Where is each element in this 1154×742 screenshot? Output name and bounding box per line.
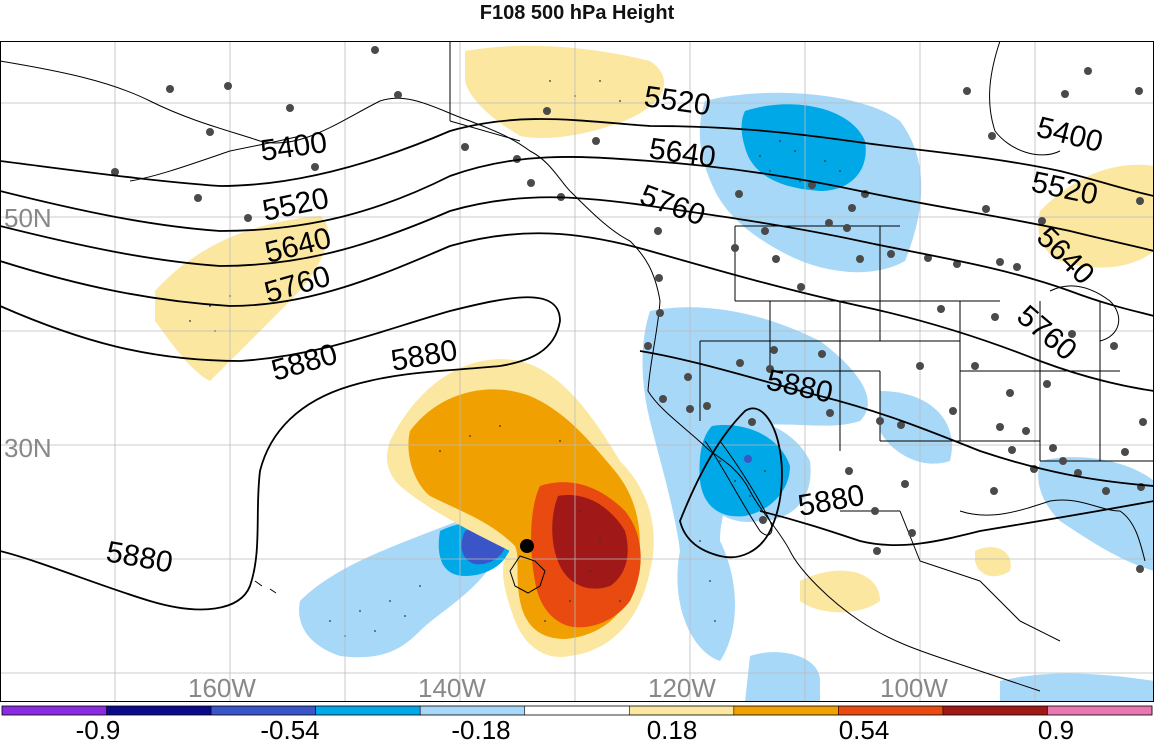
colorbar: -0.9 -0.54 -0.18 0.18 0.54 0.9 <box>1 705 1153 742</box>
colorbar-swatch <box>838 706 944 715</box>
colorbar-swatch <box>211 706 317 715</box>
colorbar-swatch <box>942 706 1048 715</box>
map-title: F108 500 hPa Height <box>479 2 675 24</box>
axis-labels: 50N 30N 160W 140W 120W 100W <box>4 203 948 702</box>
lat-label-50n: 50N <box>4 203 52 233</box>
colorbar-tick-label: 0.18 <box>647 715 698 742</box>
coastlines <box>0 41 1154 692</box>
station-dots <box>111 46 1147 573</box>
colorbar-tick-label: -0.9 <box>76 715 121 742</box>
significance-stippling <box>189 80 841 637</box>
colorbar-swatch <box>106 706 212 715</box>
colorbar-swatch <box>315 706 421 715</box>
height-contours <box>0 118 1154 611</box>
lon-label-140w: 140W <box>418 673 486 702</box>
colorbar-tick-label: -0.18 <box>451 715 510 742</box>
colorbar-swatch <box>1047 706 1153 715</box>
colorbar-frame <box>1 705 1153 716</box>
lon-label-100w: 100W <box>880 673 948 702</box>
colorbar-ticks: -0.9 -0.54 -0.18 0.18 0.54 0.9 <box>76 715 1074 742</box>
colorbar-swatch <box>524 706 630 715</box>
storm-center-marker <box>520 539 534 553</box>
height-map: 5400 5520 5640 5760 5880 5880 5880 5880 … <box>0 41 1154 702</box>
lat-label-30n: 30N <box>4 433 52 463</box>
colorbar-tick-label: 0.54 <box>839 715 890 742</box>
colorbar-swatch <box>420 706 526 715</box>
colorbar-swatch <box>629 706 735 715</box>
lon-label-120w: 120W <box>648 673 716 702</box>
lon-label-160w: 160W <box>188 673 256 702</box>
anomaly-shading <box>155 45 1154 702</box>
colorbar-swatch <box>2 706 108 715</box>
colorbar-tick-label: -0.54 <box>260 715 319 742</box>
colorbar-swatches <box>2 706 1153 715</box>
colorbar-tick-label: 0.9 <box>1038 715 1074 742</box>
colorbar-swatch <box>733 706 839 715</box>
